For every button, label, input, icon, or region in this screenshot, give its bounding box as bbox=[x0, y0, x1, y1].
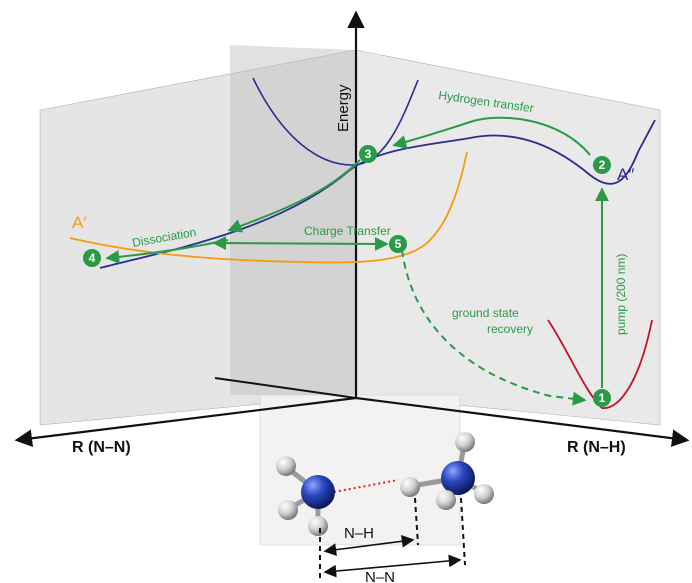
ground-recovery-arrow bbox=[401, 249, 587, 406]
step-marker-4: 4 bbox=[83, 249, 101, 267]
hydrogen-bond bbox=[333, 479, 399, 493]
nh-axis bbox=[355, 396, 690, 447]
a-double-prime-label: A″ bbox=[617, 165, 634, 184]
guide-line bbox=[414, 497, 419, 546]
nn-distance-arrow bbox=[323, 554, 462, 578]
charge-transfer-arrow bbox=[212, 236, 389, 251]
pump-label: pump (200 nm) bbox=[614, 254, 628, 335]
upper-bowl-curve bbox=[252, 77, 419, 166]
nn-distance-label: N–N bbox=[365, 569, 395, 583]
guide-line bbox=[460, 497, 466, 566]
step-number: 4 bbox=[89, 251, 96, 265]
step-number: 5 bbox=[395, 237, 402, 251]
hydrogen-atom bbox=[400, 477, 420, 497]
floor-plane bbox=[259, 394, 461, 546]
step-marker-1: 1 bbox=[593, 389, 611, 407]
center-plane bbox=[230, 45, 356, 395]
step-marker-2: 2 bbox=[593, 156, 611, 174]
a-prime-label: A′ bbox=[72, 213, 87, 232]
hydrogen-atom bbox=[474, 484, 494, 504]
nh-distance-arrow bbox=[323, 534, 415, 557]
hydrogen-atom bbox=[436, 490, 456, 510]
recovery-label-line1: ground state bbox=[452, 306, 519, 320]
dissociation-arrow bbox=[227, 159, 361, 233]
energy-axis-label: Energy bbox=[335, 84, 352, 132]
background-planes bbox=[39, 45, 661, 546]
ammonia-dimer-molecule bbox=[276, 432, 494, 536]
charge-transfer-label: Charge Transfer bbox=[304, 224, 391, 238]
distance-markers: N–H N–N bbox=[319, 497, 466, 583]
hydrogen-atom bbox=[278, 500, 298, 520]
process-arrows bbox=[105, 116, 609, 406]
step-marker-3: 3 bbox=[359, 145, 377, 163]
hydrogen-atom bbox=[455, 432, 475, 452]
nn-axis-label: R (N–N) bbox=[72, 439, 131, 456]
hydrogen-atom bbox=[276, 456, 296, 476]
a-prime-curve bbox=[69, 151, 468, 264]
recovery-label-line2: recovery bbox=[487, 322, 533, 336]
nh-distance-label: N–H bbox=[344, 525, 374, 542]
potential-curves bbox=[69, 77, 656, 409]
hydrogen-transfer-arrow bbox=[392, 116, 591, 156]
a-double-prime-curve bbox=[99, 119, 656, 269]
step-number: 2 bbox=[599, 158, 606, 172]
step-markers: 1 2 3 4 5 bbox=[83, 145, 611, 407]
step-number: 3 bbox=[365, 147, 372, 161]
depth-axis bbox=[214, 377, 357, 399]
nitrogen-atom bbox=[301, 475, 335, 509]
step-number: 1 bbox=[599, 391, 606, 405]
axes bbox=[14, 10, 690, 447]
ground-state-curve bbox=[547, 319, 653, 409]
nn-axis bbox=[14, 396, 357, 447]
hydrogen-atom bbox=[308, 516, 328, 536]
nh-axis-label: R (N–H) bbox=[567, 439, 626, 456]
step-marker-5: 5 bbox=[389, 235, 407, 253]
nitrogen-atom bbox=[441, 461, 475, 495]
